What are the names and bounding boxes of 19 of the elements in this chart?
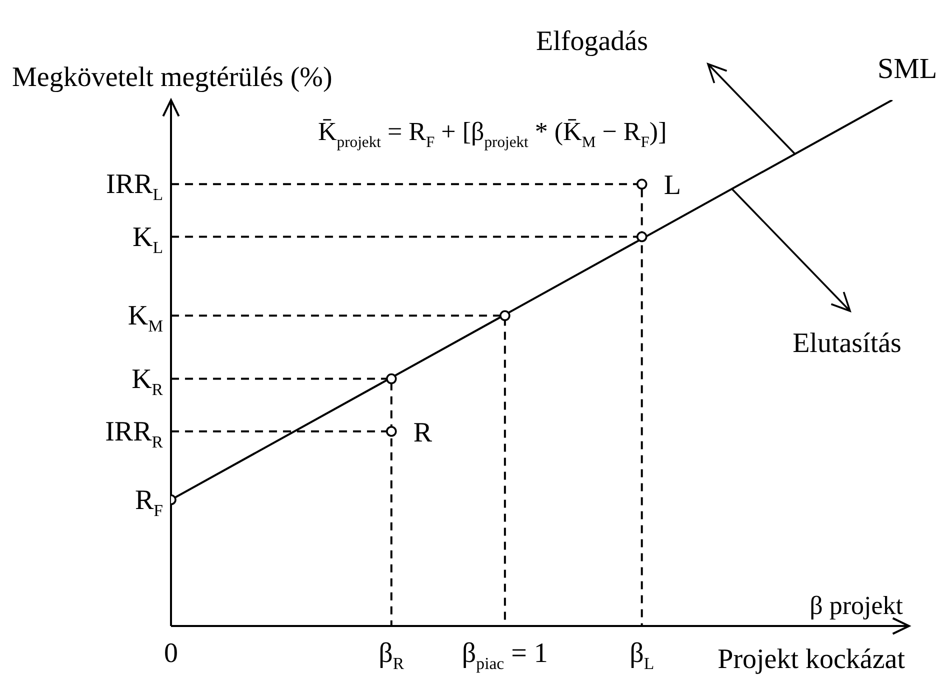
x-tick-label: β$_{R}$ bbox=[378, 638, 405, 673]
x-tick-label: β$_{L}$ bbox=[630, 638, 654, 673]
x-axis-title: β projekt bbox=[810, 591, 904, 620]
y-axis-title: Megkövetelt megtérülés (%) bbox=[12, 62, 332, 93]
annotation: K$_{M}$ bbox=[128, 300, 164, 336]
annotation: R$_{F}$ bbox=[134, 484, 163, 520]
text: Projekt kockázat bbox=[718, 644, 906, 675]
annotation: IRR$_{R}$ bbox=[105, 416, 164, 452]
annotation: Elutasítás bbox=[792, 328, 902, 359]
series-label: SML bbox=[877, 53, 938, 85]
x-tick-label: 0 bbox=[164, 638, 178, 669]
annotation: R bbox=[413, 417, 432, 448]
annotation: L bbox=[664, 170, 681, 202]
annotation: IRR$_{L}$ bbox=[106, 169, 163, 204]
annotation: K$_{R}$ bbox=[132, 364, 164, 399]
text: K̄$_{projekt}$ = R$_{F}$ + [β$_{projekt}$ * (K̄$_{M}$ − R$_{F}$)] bbox=[318, 117, 667, 150]
text: Elfogadás bbox=[536, 26, 648, 57]
x-tick-label: β$_{piac}$ = 1 bbox=[462, 638, 548, 673]
annotation: K$_{L}$ bbox=[132, 222, 163, 257]
